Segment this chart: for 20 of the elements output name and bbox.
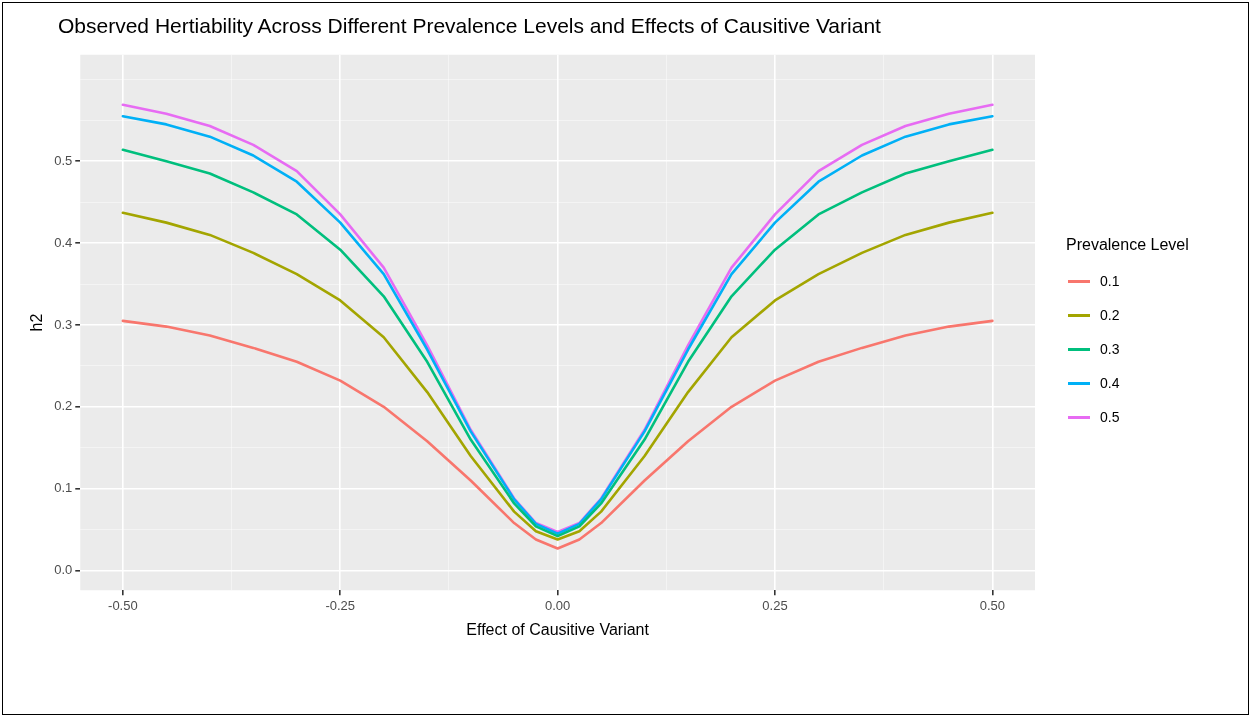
legend-label: 0.5 (1099, 408, 1121, 427)
y-axis-title: h2 (28, 313, 46, 332)
y-tick-label: 0.1 (54, 480, 73, 496)
x-axis-title: Effect of Causitive Variant (466, 620, 650, 638)
legend-label: 0.3 (1099, 340, 1121, 359)
legend-label: 0.1 (1099, 272, 1121, 291)
x-tick-label: 0.00 (544, 597, 571, 613)
legend-title: Prevalence Level (1066, 236, 1189, 254)
chart-title: Observed Hertiability Across Different Prevalence Levels and Effects of Causitive Variant (58, 14, 881, 38)
x-tick-label: 0.25 (762, 597, 788, 613)
y-tick-label: 0.0 (54, 562, 73, 578)
legend-label: 0.4 (1099, 374, 1121, 393)
x-tick-label: -0.50 (108, 597, 138, 613)
legend-label: 0.2 (1099, 306, 1121, 325)
y-tick-label: 0.4 (54, 234, 73, 250)
x-tick-label: 0.50 (979, 597, 1006, 613)
y-tick-label: 0.3 (54, 316, 73, 332)
x-tick-label: -0.25 (325, 597, 356, 613)
y-tick-label: 0.5 (54, 152, 73, 168)
y-tick-label: 0.2 (54, 398, 73, 414)
